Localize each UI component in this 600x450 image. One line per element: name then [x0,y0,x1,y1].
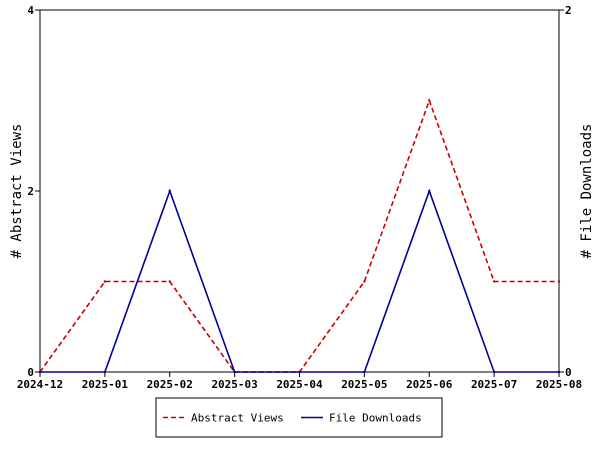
y-left-tick-label: 0 [27,366,34,379]
y-left-tick-label: 4 [27,4,34,17]
x-tick-label: 2025-06 [406,378,453,391]
x-tick-label: 2024-12 [17,378,63,391]
series-0-point [492,280,496,283]
series-line-0 [39,98,559,373]
series-0-point [103,280,107,283]
y-right-tick-label: 2 [565,4,572,17]
legend-box [155,397,443,438]
x-tick-label: 2025-04 [276,378,323,391]
series-0-point [363,280,366,283]
plot-frame [39,9,560,373]
series-1-point [492,370,496,374]
series-1-point [103,370,107,374]
series-1-point [38,370,42,374]
axes-layer [35,9,564,377]
y-right-axis-title: # File Downloads [579,124,595,259]
series-layer [38,98,561,374]
legend-label-0: Abstract Views [191,412,284,425]
series-1-point [363,370,366,374]
x-tick-label: 2025-02 [147,378,193,391]
series-1-point [557,370,561,374]
x-tick-label: 2025-01 [82,378,129,391]
x-tick-label: 2025-08 [536,378,582,391]
series-0-point [557,280,561,283]
series-1-point [168,189,171,193]
legend: Abstract Views File Downloads [155,397,443,438]
series-1-point [233,370,236,374]
series-0-point [168,280,171,283]
series-0-point [428,99,431,102]
x-tick-label: 2025-05 [341,378,387,391]
labels-layer: 0 2 4 0 2 2024-12 2025-01 2025-02 2025-03 2025-04… [9,4,595,391]
legend-label-1: File Downloads [329,412,422,425]
series-1-point [298,370,301,374]
x-tick-label: 2025-07 [471,378,517,391]
y-left-tick-label: 2 [27,185,34,198]
x-tick-label: 2025-03 [211,378,257,391]
y-left-axis-title: # Abstract Views [9,124,25,259]
y-right-tick-label: 0 [565,366,572,379]
series-1-point [428,189,431,193]
